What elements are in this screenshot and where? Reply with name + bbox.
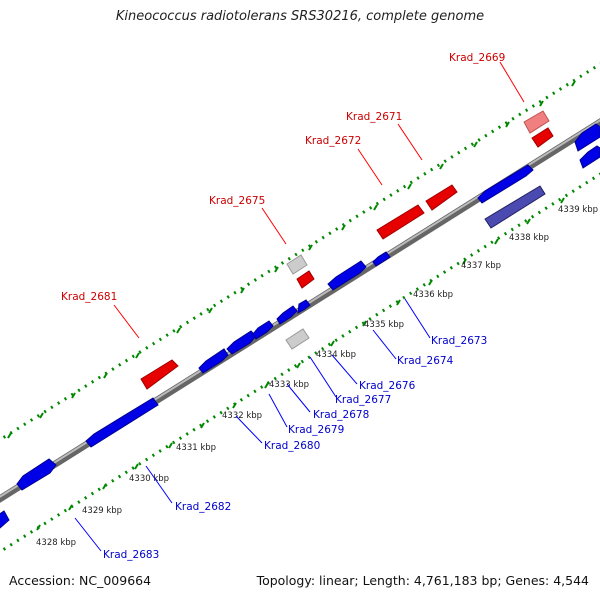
gene-label[interactable]: Krad_2669 [449, 52, 505, 64]
gene-label[interactable]: Krad_2677 [335, 394, 391, 406]
tick-label: 4333 kbp [269, 380, 309, 390]
gene-krad-2684[interactable] [0, 510, 10, 529]
tick-label: 4330 kbp [129, 474, 169, 484]
gene-krad-2669-highlight[interactable] [523, 110, 550, 134]
forward-genes [140, 127, 554, 390]
forward-labels: Krad_2681 Krad_2675 Krad_2672 Krad_2671 … [61, 52, 505, 303]
gene-krad-2680[interactable] [198, 348, 229, 374]
tick-label: 4338 kbp [509, 233, 549, 243]
gene-label[interactable]: Krad_2679 [288, 424, 344, 436]
gene-label[interactable]: Krad_2673 [431, 335, 487, 347]
gene-label[interactable]: Krad_2683 [103, 549, 159, 561]
tick-label: 4336 kbp [413, 290, 453, 300]
gene-krad-2675[interactable] [296, 270, 315, 289]
gene-krad-2683[interactable] [16, 458, 57, 491]
gene-other-2677[interactable] [285, 328, 310, 350]
gene-label[interactable]: Krad_2680 [264, 440, 320, 452]
gene-krad-2676[interactable] [297, 299, 311, 314]
tick-label: 4328 kbp [36, 538, 76, 548]
accession-text: Accession: NC_009664 [9, 573, 152, 588]
gene-krad-2677[interactable] [276, 305, 298, 325]
tick-label: 4335 kbp [364, 320, 404, 330]
gene-label[interactable]: Krad_2681 [61, 291, 117, 303]
tick-label: 4332 kbp [222, 411, 262, 421]
gene-krad-2668[interactable] [477, 164, 534, 204]
gene-label[interactable]: Krad_2672 [305, 135, 361, 147]
gene-krad-2673[interactable] [372, 251, 391, 267]
reverse-ticks [36, 197, 565, 531]
gene-krad-2667[interactable] [574, 123, 600, 152]
tick-label: 4339 kbp [558, 205, 598, 215]
gene-label[interactable]: Krad_2682 [175, 501, 231, 513]
tick-label: 4334 kbp [316, 350, 356, 360]
gene-krad-2678[interactable] [252, 320, 274, 340]
gene-krad-2669[interactable] [531, 127, 554, 148]
gene-other-2675[interactable] [286, 254, 308, 275]
gene-krad-2672[interactable] [376, 204, 425, 240]
gene-krad-2666[interactable] [579, 145, 600, 169]
genome-summary: Topology: linear; Length: 4,761,183 bp; … [256, 573, 589, 588]
gene-label[interactable]: Krad_2678 [313, 409, 369, 421]
gene-krad-2671[interactable] [425, 184, 458, 211]
tick-label: 4337 kbp [461, 261, 501, 271]
reverse-labels: Krad_2683 Krad_2682 Krad_2680 Krad_2679 … [103, 335, 487, 561]
gene-krad-2682[interactable] [85, 397, 159, 448]
kbp-labels: 4328 kbp 4329 kbp 4330 kbp 4331 kbp 4332… [36, 205, 598, 548]
tick-label: 4329 kbp [82, 506, 122, 516]
forward-track [0, 62, 600, 442]
gene-krad-2679[interactable] [226, 330, 257, 355]
gene-label[interactable]: Krad_2676 [359, 380, 416, 392]
gene-label[interactable]: Krad_2671 [346, 111, 402, 123]
gene-label[interactable]: Krad_2675 [209, 195, 265, 207]
forward-ticks [7, 80, 576, 439]
reverse-leaders [74, 298, 431, 552]
forward-leaders [113, 61, 525, 339]
map-title: Kineococcus radiotolerans SRS30216, comp… [115, 9, 485, 24]
gene-krad-2668-highlight[interactable] [484, 185, 546, 229]
tick-label: 4331 kbp [176, 443, 216, 453]
gene-krad-2674[interactable] [327, 260, 367, 291]
reverse-genes [0, 123, 600, 529]
gene-krad-2681[interactable] [140, 359, 179, 390]
gene-label[interactable]: Krad_2674 [397, 355, 454, 367]
